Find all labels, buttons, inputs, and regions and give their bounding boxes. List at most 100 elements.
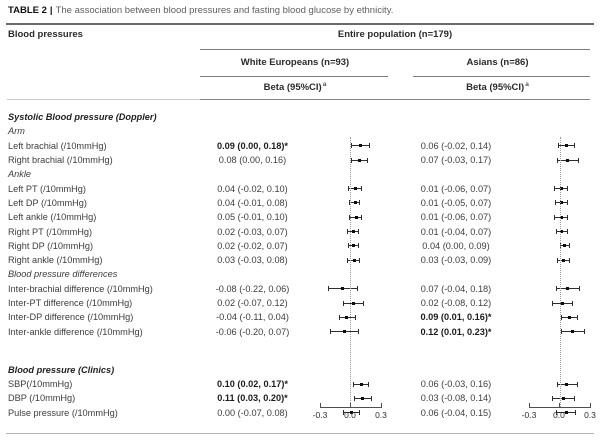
table-row: SBP(/10mmHg) 0.10 (0.02, 0.17)* 0.06 (-0.0…	[0, 377, 600, 391]
forest-plot-cell	[305, 196, 400, 210]
forest-plot-cell	[512, 310, 600, 324]
forest-plot-cell	[512, 377, 600, 391]
beta-value: 0.04 (0.00, 0.09)	[422, 240, 490, 251]
forest-plot-cell	[305, 282, 400, 296]
ci-cap	[367, 157, 369, 163]
ci-cap	[343, 410, 345, 416]
ci-cap	[352, 381, 354, 387]
beta-value: 0.07 (-0.03, 0.17)	[420, 155, 492, 166]
subsection-row: Arm	[0, 124, 600, 138]
ci-cap	[572, 300, 574, 306]
ci-cap	[357, 243, 359, 249]
table-row: Left ankle (/10mmHg) 0.05 (-0.01, 0.10) 0.…	[0, 210, 600, 224]
ci-cap	[576, 381, 578, 387]
ci-cap	[575, 410, 577, 416]
forest-plot-cell	[305, 406, 400, 420]
ci-cap	[576, 314, 578, 320]
forest-plot-cell	[305, 239, 400, 253]
beta-value: 0.01 (-0.05, 0.07)	[420, 197, 492, 208]
axis-tick-label: 0.3	[584, 410, 596, 420]
zero-reference-line-as	[560, 137, 561, 407]
beta-value: 0.01 (-0.06, 0.07)	[420, 212, 492, 223]
ci-cap	[561, 314, 563, 320]
point-estimate	[565, 411, 569, 415]
row-label: Right brachial (/10mmHg)	[8, 155, 113, 166]
beta-value: 0.02 (-0.07, 0.12)	[217, 298, 288, 308]
ci-cap	[551, 395, 553, 401]
column-header-blood-pressures: Blood pressures	[8, 29, 83, 40]
beta-value: 0.01 (-0.06, 0.07)	[420, 183, 492, 194]
x-axis-as	[529, 407, 591, 408]
axis-tick	[590, 403, 591, 407]
beta-value: 0.02 (-0.03, 0.07)	[217, 226, 288, 237]
forest-plot-cell	[305, 324, 400, 338]
point-estimate	[562, 396, 566, 400]
axis-tick	[529, 403, 530, 407]
forest-plot-cell	[512, 139, 600, 153]
point-estimate	[343, 330, 347, 334]
table-row: Inter-PT difference (/10mmHg) 0.02 (-0.07…	[0, 296, 600, 310]
column-header-beta-as: Beta (95%CI)a	[405, 81, 590, 93]
point-estimate	[560, 230, 564, 234]
point-estimate	[563, 244, 567, 248]
point-estimate	[360, 396, 364, 400]
table-row: Inter-ankle difference (/10mmHg) -0.06 (-…	[0, 324, 600, 338]
zero-reference-line-we	[350, 137, 351, 407]
ci-cap	[357, 329, 359, 335]
table-row: Right brachial (/10mmHg) 0.08 (0.00, 0.16…	[0, 153, 600, 167]
forest-plot-cell	[512, 296, 600, 310]
ci-cap	[347, 257, 349, 263]
row-label: Systolic Blood pressure (Doppler)	[8, 112, 157, 123]
ci-cap	[556, 157, 558, 163]
beta-value: 0.10 (0.02, 0.17)*	[217, 379, 288, 390]
beta-value: 0.03 (-0.08, 0.14)	[420, 393, 492, 404]
forest-plot-cell	[512, 196, 600, 210]
beta-value: 0.04 (-0.02, 0.10)	[217, 183, 288, 194]
ci-cap	[357, 229, 359, 235]
table-row: Left DP (/10mmHg) 0.04 (-0.01, 0.08) 0.01 …	[0, 196, 600, 210]
ci-cap	[348, 186, 350, 192]
point-estimate	[351, 301, 355, 305]
ci-cap	[567, 186, 569, 192]
ci-cap	[349, 214, 351, 220]
forest-plot-cell	[512, 253, 600, 267]
beta-value: 0.09 (0.00, 0.18)*	[217, 140, 288, 151]
row-label: Left brachial (/10mmHg)	[8, 140, 107, 151]
row-label: Left DP (/10mmHg)	[8, 197, 87, 208]
point-estimate	[354, 215, 358, 219]
point-estimate	[352, 258, 356, 262]
forest-plot-cell	[512, 406, 600, 420]
row-label: Ankle	[8, 169, 31, 180]
point-estimate	[561, 301, 565, 305]
axis-tick	[559, 403, 560, 407]
ci-cap	[555, 286, 557, 292]
beta-value: 0.06 (-0.03, 0.16)	[420, 379, 492, 390]
beta-value: 0.03 (-0.03, 0.09)	[420, 255, 492, 266]
row-label: Right PT (/10mmHg)	[8, 226, 93, 237]
beta-value: 0.06 (-0.04, 0.15)	[420, 407, 492, 418]
point-estimate	[358, 144, 362, 148]
point-estimate	[357, 158, 361, 162]
forest-plot-cell	[305, 181, 400, 195]
ci-cap	[556, 381, 558, 387]
beta-value: 0.04 (-0.01, 0.08)	[217, 197, 288, 208]
forest-plot-cell	[512, 153, 600, 167]
beta-value: 0.09 (0.01, 0.16)*	[420, 312, 492, 323]
point-estimate	[566, 287, 570, 291]
table-bottom-rule	[6, 433, 594, 434]
row-label: DBP (/10mmHg)	[8, 393, 76, 404]
forest-plot-cell	[305, 210, 400, 224]
forest-plot-cell	[305, 153, 400, 167]
beta-value: 0.08 (0.00, 0.16)	[218, 155, 287, 166]
x-axis-we	[320, 407, 382, 408]
ci-cap	[577, 157, 579, 163]
forest-plot-cell	[512, 181, 600, 195]
beta-value: -0.04 (-0.11, 0.04)	[216, 312, 289, 323]
forest-plot-cell	[512, 391, 600, 405]
point-estimate	[351, 230, 355, 234]
point-estimate	[560, 201, 564, 205]
ci-cap	[574, 143, 576, 149]
row-label: Pulse pressure (/10mmHg)	[8, 407, 118, 418]
beta-value: 0.07 (-0.04, 0.18)	[420, 283, 492, 294]
row-label: Arm	[8, 126, 25, 137]
